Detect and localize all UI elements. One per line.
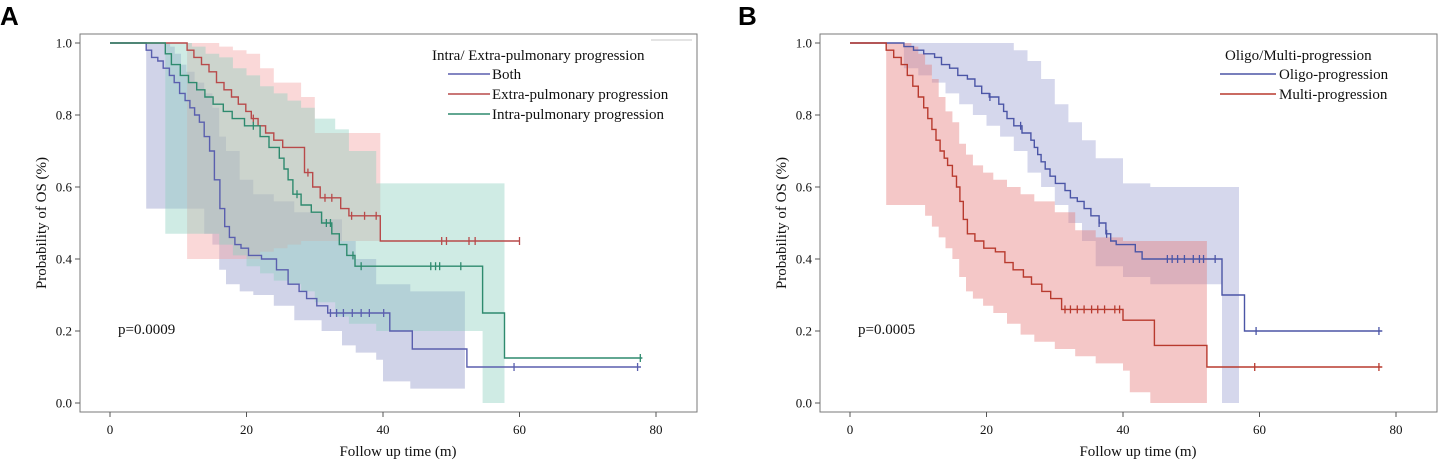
panel-b-curve-multi-progression (850, 42, 1383, 368)
panel-a-legend-title: Intra/ Extra-pulmonary progression (432, 48, 645, 64)
panel-b-legend-title: Oligo/Multi-progression (1225, 48, 1372, 64)
panel-a-x-tick-label: 80 (650, 422, 663, 437)
panel-a-y-tick-label: 0.2 (56, 324, 72, 339)
panel-a-curve-intra-pulmonary-progression (110, 42, 643, 359)
panel-a-x-axis-title: Follow up time (m) (339, 444, 456, 460)
panel-a-legend-label-extra: Extra-pulmonary progression (492, 87, 669, 103)
panel-a-x-tick-label: 60 (513, 422, 526, 437)
panel-a-x-tick-label: 20 (240, 422, 253, 437)
panel-b-y-tick-label: 1.0 (796, 36, 812, 51)
panel-b-band-oligo-progression (886, 43, 1239, 403)
panel-b-x-axis-title: Follow up time (m) (1079, 444, 1196, 460)
panel-a-x-tick-label: 40 (377, 422, 390, 437)
panel-a: A 0 20 40 60 80 0.0 0.2 0.4 0.6 0.8 1.0 Follow up… (0, 1, 698, 460)
panel-b-plot-frame (819, 33, 1438, 413)
panel-a-y-tick-label: 0.4 (56, 252, 73, 267)
panel-a-curve-both (110, 42, 641, 368)
panel-b-letter: B (738, 1, 757, 31)
panel-b-legend: Oligo/Multi-progression Oligo-progressio… (1220, 48, 1389, 103)
panel-b-y-tick-label: 0.6 (796, 180, 813, 195)
panel-b-x-tick-label: 60 (1253, 422, 1266, 437)
panel-b: B 0 20 40 60 80 0.0 0.2 0.4 0.6 0.8 1.0 Follow up… (738, 1, 1438, 460)
panel-a-x-tick-label: 0 (107, 422, 114, 437)
panel-b-x-tick-label: 20 (980, 422, 993, 437)
panel-a-band-intra-pulmonary-progression (165, 43, 505, 403)
panel-a-y-tick-label: 0.8 (56, 108, 72, 123)
panel-b-x-tick-label: 0 (847, 422, 854, 437)
panel-a-y-axis-title: Probability of OS (%) (34, 157, 50, 289)
panel-a-letter: A (0, 1, 19, 31)
panel-b-p-value: p=0.0005 (858, 322, 915, 338)
panel-b-y-tick-label: 0.4 (796, 252, 813, 267)
panel-a-y-tick-label: 0.6 (56, 180, 73, 195)
panel-b-y-tick-label: 0.0 (796, 396, 812, 411)
panel-a-curve-extra-pulmonary-progression (110, 42, 520, 242)
panel-b-legend-label-oligo: Oligo-progression (1279, 67, 1389, 83)
panel-a-legend-label-intra: Intra-pulmonary progression (492, 107, 665, 123)
panel-a-p-value: p=0.0009 (118, 322, 175, 338)
panel-a-legend-label-both: Both (492, 67, 522, 83)
panel-b-band-multi-progression (886, 43, 1207, 403)
panel-b-curve-oligo-progression (850, 42, 1383, 332)
panel-a-legend: Intra/ Extra-pulmonary progression Both … (432, 48, 669, 123)
panel-a-plot-frame (79, 33, 698, 413)
panel-a-y-tick-label: 0.0 (56, 396, 72, 411)
panel-b-y-tick-label: 0.8 (796, 108, 812, 123)
panel-b-legend-label-multi: Multi-progression (1279, 87, 1388, 103)
panel-b-x-tick-label: 40 (1117, 422, 1130, 437)
panel-a-band-both (146, 43, 465, 389)
panel-b-y-tick-label: 0.2 (796, 324, 812, 339)
panel-b-x-tick-label: 80 (1390, 422, 1403, 437)
panel-b-y-axis-title: Probability of OS (%) (774, 157, 790, 289)
panel-a-y-tick-label: 1.0 (56, 36, 72, 51)
